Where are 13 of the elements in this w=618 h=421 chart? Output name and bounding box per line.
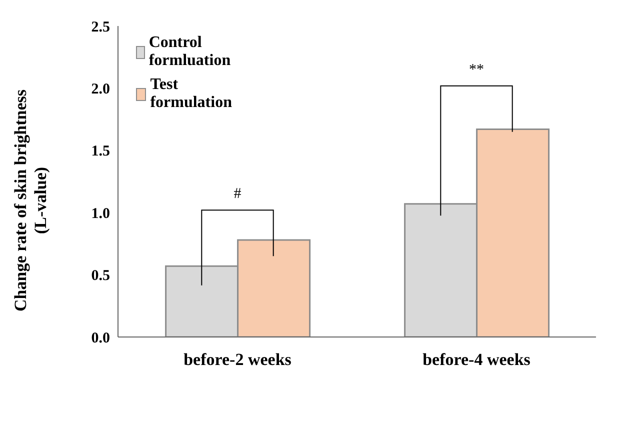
- x-tick-label: before-2 weeks: [184, 350, 292, 370]
- x-tick-label: before-4 weeks: [422, 350, 531, 370]
- y-tick-label: 0.0: [91, 330, 110, 346]
- y-tick-label: 0.5: [91, 268, 110, 284]
- y-axis-title: Change rate of skin brightness (L-value): [11, 89, 50, 312]
- legend-label: Control formluation: [148, 34, 232, 70]
- annotation: **: [469, 62, 484, 78]
- y-tick-label: 1.5: [91, 144, 110, 160]
- annotation: #: [234, 186, 242, 202]
- y-tick-label: 2.5: [91, 19, 110, 36]
- y-tick-label: 1.0: [91, 206, 110, 222]
- legend-label: Test formulation: [150, 76, 233, 112]
- y-tick-label: 2.0: [91, 82, 110, 98]
